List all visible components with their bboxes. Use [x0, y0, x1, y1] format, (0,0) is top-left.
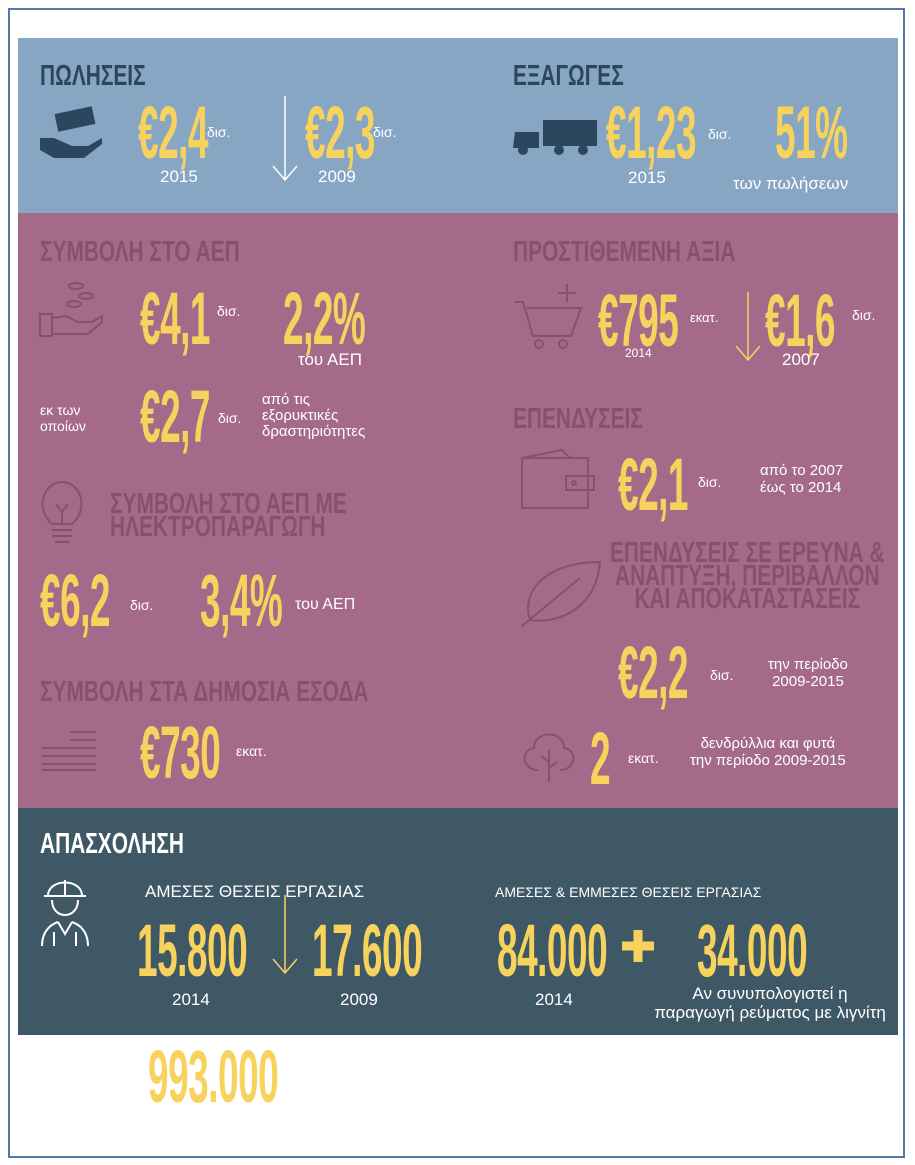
unit: δισ.	[708, 126, 732, 142]
unit: δισ.	[217, 303, 241, 319]
amount: 84.000	[497, 909, 608, 992]
unit: δισ.	[852, 307, 876, 323]
worker-icon	[41, 880, 89, 947]
money-hand-icon	[40, 106, 102, 158]
unit: δισ.	[710, 667, 734, 683]
amount: 17.600	[312, 909, 423, 992]
unit: δισ.	[207, 124, 231, 140]
sales-exports-section	[18, 38, 898, 213]
line: 2009-2015	[772, 673, 844, 690]
amount: €4,1	[140, 277, 211, 360]
tree-icon	[523, 733, 575, 782]
coin-hand-icon	[39, 282, 103, 337]
year: 2007	[782, 350, 820, 369]
unit: εκατ.	[236, 743, 267, 759]
amount: 993.000	[148, 1035, 279, 1118]
frame	[8, 8, 905, 1158]
cart-icon	[515, 284, 583, 349]
down-arrow	[272, 895, 298, 975]
amount: €6,2	[40, 559, 111, 642]
sub-prefix: εκ των οποίων	[40, 402, 86, 434]
heading: ΣΥΜΒΟΛΗ ΣΤΑ ΔΗΜΟΣΙΑ ΕΣΟΔΑ	[40, 676, 369, 708]
amount: €2,4	[138, 91, 209, 174]
contribution-section	[18, 213, 898, 808]
share: 2,2%	[283, 277, 366, 360]
line: Αν συνυπολογιστεί η	[692, 984, 848, 1003]
amount: €2,1	[618, 443, 689, 526]
year: 2015	[160, 167, 198, 186]
share-label: του ΑΕΠ	[298, 350, 362, 369]
line: δενδρύλλια και φυτά	[700, 735, 836, 752]
unit: δισ.	[698, 474, 722, 490]
line: ΗΛΕΚΤΡΟΠΑΡΑΓΩΓΗ	[110, 511, 326, 543]
line: δραστηριότητες	[262, 423, 366, 440]
period: την περίοδο 2009-2015	[768, 656, 848, 690]
amount: 15.800	[137, 909, 248, 992]
trees-label: δενδρύλλια και φυτά την περίοδο 2009-2015	[690, 735, 846, 769]
amount: €2,3	[305, 91, 376, 174]
line: εκ των	[40, 402, 81, 418]
amount: €730	[140, 711, 221, 794]
line: οποίων	[40, 418, 86, 434]
amount: 34.000	[697, 909, 808, 992]
unit: δισ.	[130, 597, 154, 613]
coins-icon	[42, 731, 96, 771]
heading: ΕΞΑΓΩΓΕΣ	[513, 60, 624, 92]
period: από το 2007 έως το 2014	[760, 462, 843, 496]
heading: ΑΠΑΣΧΟΛΗΣΗ	[40, 828, 184, 860]
line: ΣΥΜΒΟΛΗ ΣΤΟ ΑΕΠ ΜΕ	[110, 488, 347, 520]
share-label: των πωλήσεων	[733, 174, 849, 193]
year: 2015	[628, 168, 666, 187]
label: ΑΜΕΣΕΣ ΘΕΣΕΙΣ ΕΡΓΑΣΙΑΣ	[145, 882, 365, 901]
unit: εκατ.	[690, 310, 719, 325]
down-arrow	[272, 96, 298, 182]
extra-note: Αν συνυπολογιστεί η παραγωγή ρεύματος με …	[640, 984, 900, 1022]
heading: ΣΥΜΒΟΛΗ ΣΤΟ ΑΕΠ ΜΕ ΗΛΕΚΤΡΟΠΑΡΑΓΩΓΗ	[110, 488, 347, 543]
year: 2009	[340, 990, 378, 1009]
heading: ΠΡΟΣΤΙΘΕΜΕΝΗ ΑΞΙΑ	[513, 236, 736, 268]
line: ΕΠΕΝΔΥΣΕΙΣ ΣΕ ΕΡΕΥΝΑ &	[610, 537, 885, 569]
employment-section	[18, 808, 898, 1035]
heading: ΠΩΛΗΣΕΙΣ	[40, 60, 146, 92]
line: από το 2007	[760, 462, 844, 479]
line: ΚΑΙ ΑΠΟΚΑΤΑΣΤΑΣΕΙΣ	[634, 583, 861, 615]
truck-icon	[513, 120, 597, 155]
amount: 2	[590, 717, 611, 800]
share: 3,4%	[200, 559, 283, 642]
plus-sign	[622, 930, 654, 962]
sub-label: από τις εξορυκτικές δραστηριότητες	[262, 392, 365, 440]
share: 51%	[775, 91, 848, 174]
year: 2014	[172, 990, 210, 1009]
line: εξορυκτικές	[262, 407, 339, 424]
certificate-icon	[42, 1038, 76, 1082]
line: ΑΝΑΠΤΥΞΗ, ΠΕΡΙΒΑΛΛΟΝ	[615, 560, 880, 592]
line: από τις	[262, 391, 311, 408]
heading: ΣΥΜΒΟΛΗ ΣΤΟ ΑΕΠ	[40, 236, 240, 268]
heading: ΕΠΕΝΔΥΣΕΙΣ ΣΕ ΕΡΕΥΝΑ & ΑΝΑΠΤΥΞΗ, ΠΕΡΙΒΑΛΛ…	[610, 537, 885, 615]
share-label: του ΑΕΠ	[295, 596, 356, 613]
line: την περίοδο 2009-2015	[690, 752, 846, 769]
year: 2014	[535, 990, 573, 1009]
heading: ΕΠΕΝΔΥΣΕΙΣ	[513, 403, 643, 435]
amount: €1,6	[765, 279, 836, 362]
amount: €795	[598, 279, 679, 362]
line: την περίοδο	[768, 656, 848, 673]
label: ΑΜΕΣΕΣ & ΕΜΜΕΣΕΣ ΘΕΣΕΙΣ ΕΡΓΑΣΙΑΣ	[495, 884, 762, 900]
down-arrow	[735, 292, 761, 362]
unit: δισ.	[373, 124, 397, 140]
wallet-icon	[521, 448, 595, 509]
amount: €1,23	[606, 91, 697, 174]
line: έως το 2014	[760, 479, 842, 496]
unit: εκατ.	[628, 750, 659, 766]
line: παραγωγή ρεύματος με λιγνίτη	[654, 1003, 886, 1022]
bulb-icon	[41, 480, 83, 543]
leaf-icon	[521, 560, 602, 627]
label: ΩΡΕΣ ΕΚΠΑΙΔΕΥΣΗΣ 2009-2015	[308, 1072, 563, 1091]
amount: €2,2	[618, 631, 689, 714]
year: 2009	[318, 167, 356, 186]
unit: δισ.	[218, 410, 242, 426]
year: 2014	[625, 346, 652, 360]
amount: €2,7	[140, 375, 211, 458]
